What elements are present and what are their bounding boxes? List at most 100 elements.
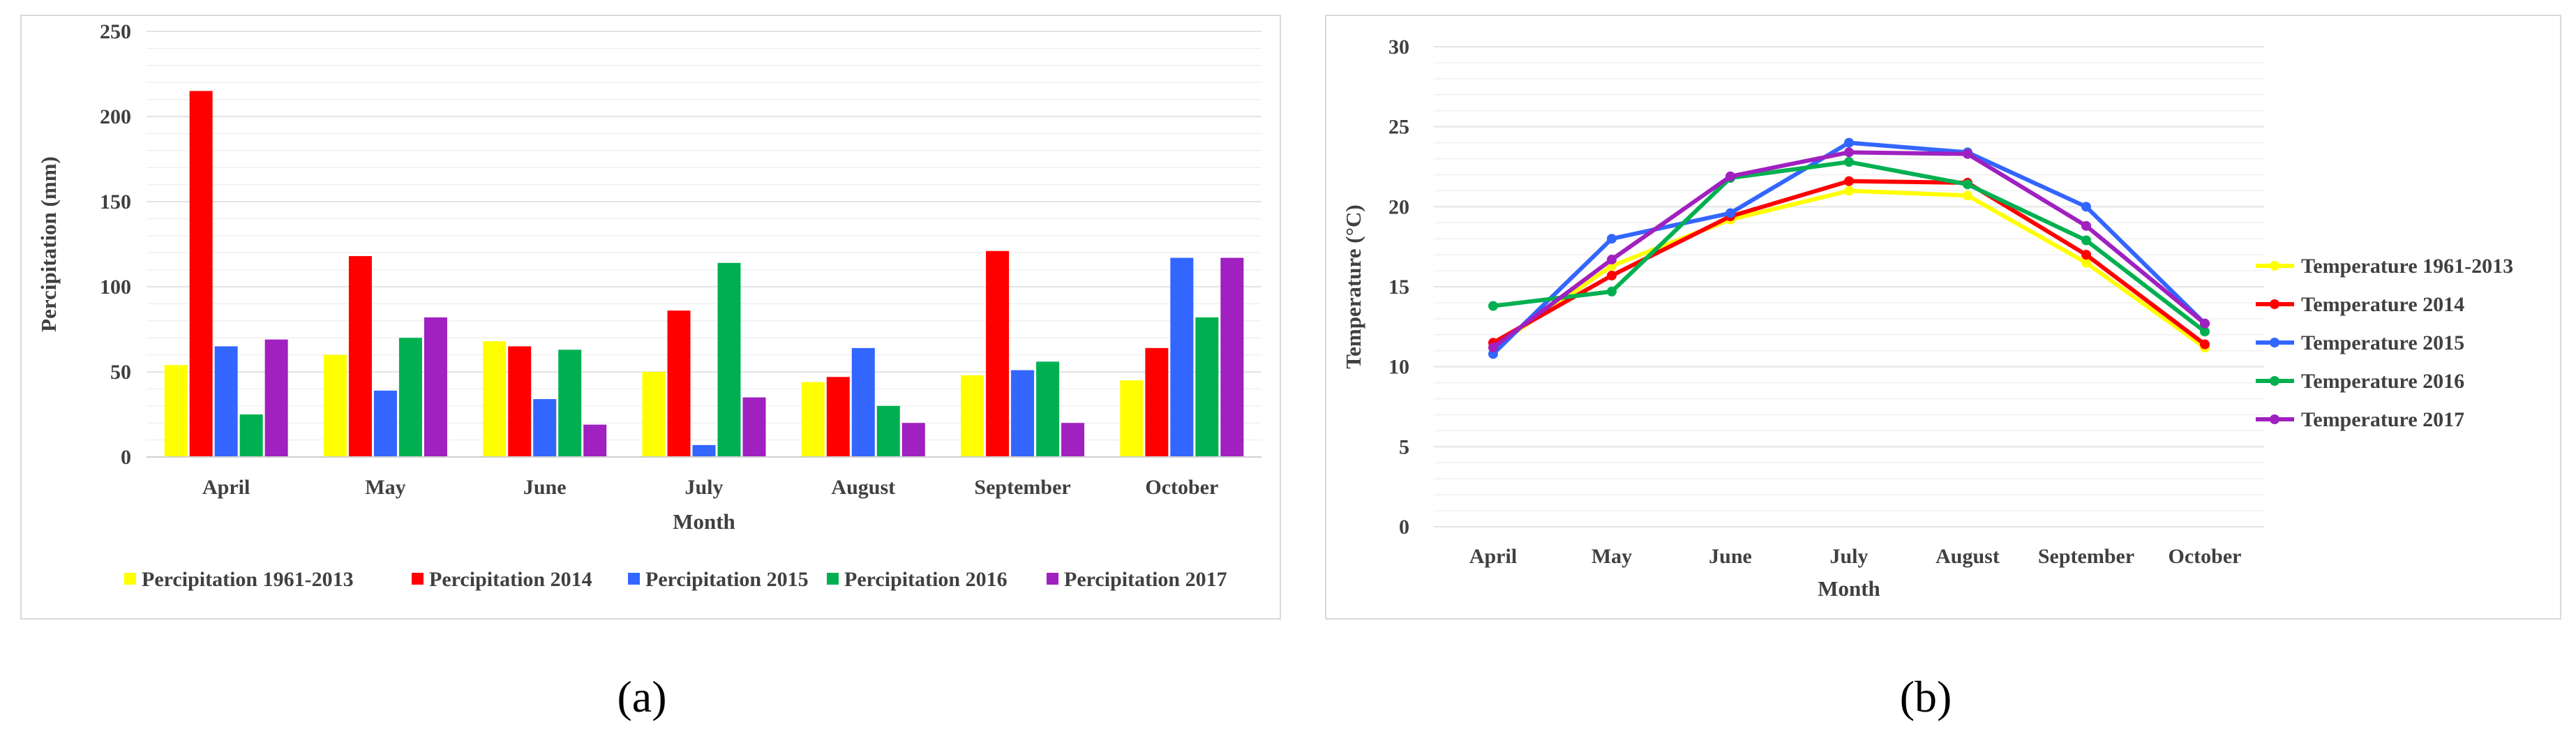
legend-entry: Percipitation 2017 bbox=[1064, 568, 1227, 591]
y-tick-label: 30 bbox=[1388, 36, 1409, 59]
x-tick-label: April bbox=[202, 476, 250, 499]
bar bbox=[876, 405, 900, 457]
data-point bbox=[2081, 257, 2091, 268]
x-tick-label: May bbox=[1592, 545, 1632, 568]
bar bbox=[348, 256, 372, 457]
bar bbox=[1120, 380, 1144, 457]
y-tick-label: 200 bbox=[100, 105, 131, 128]
y-axis-label: Percipitation (mm) bbox=[36, 156, 61, 332]
legend-entry: Temperature 2016 bbox=[2301, 370, 2464, 393]
data-point bbox=[2081, 202, 2091, 212]
legend-marker bbox=[2270, 261, 2279, 271]
legend-marker bbox=[2270, 299, 2279, 309]
bar bbox=[1170, 257, 1194, 457]
bar bbox=[1011, 370, 1035, 457]
bar bbox=[483, 341, 507, 457]
data-point bbox=[1607, 234, 1617, 244]
data-point bbox=[1963, 179, 1972, 190]
data-point bbox=[1607, 255, 1617, 265]
bar bbox=[826, 377, 850, 457]
x-axis-label: Month bbox=[1818, 576, 1880, 601]
bar bbox=[667, 310, 691, 457]
bar bbox=[1145, 347, 1169, 457]
legend-entry: Percipitation 2014 bbox=[429, 568, 592, 591]
legend-entry: Temperature 2014 bbox=[2301, 293, 2464, 316]
x-tick-label: September bbox=[2038, 545, 2134, 568]
data-point bbox=[2200, 339, 2210, 350]
data-point bbox=[1488, 343, 1498, 353]
bar bbox=[264, 339, 288, 457]
panel-b-label: (b) bbox=[1900, 672, 1952, 721]
bar bbox=[1061, 423, 1085, 457]
bar bbox=[901, 423, 925, 457]
data-point bbox=[1844, 147, 1854, 158]
bar bbox=[642, 372, 666, 457]
bar bbox=[398, 338, 422, 457]
data-point bbox=[2081, 250, 2091, 260]
bar bbox=[1220, 257, 1244, 457]
data-point bbox=[2081, 220, 2091, 231]
x-tick-label: June bbox=[523, 476, 567, 499]
y-tick-label: 10 bbox=[1388, 356, 1409, 379]
legend-swatch bbox=[1047, 573, 1058, 585]
bar bbox=[373, 390, 397, 457]
panel-a-label: (a) bbox=[617, 672, 666, 721]
y-tick-label: 20 bbox=[1388, 195, 1409, 218]
panel-a-chart: 0 50 100 150 200 250 Percipitation (mm) April Ma… bbox=[36, 20, 1261, 591]
y-tick-label: 100 bbox=[100, 276, 131, 299]
legend-swatch bbox=[827, 573, 839, 585]
legend-entry: Percipitation 2016 bbox=[844, 568, 1008, 591]
legend-marker bbox=[2270, 376, 2279, 386]
x-axis-label: Month bbox=[673, 509, 735, 534]
legend-entry: Percipitation 1961-2013 bbox=[142, 568, 354, 591]
panel-b-frame bbox=[1325, 15, 2561, 620]
bar bbox=[961, 375, 984, 457]
y-tick-label: 25 bbox=[1388, 116, 1409, 139]
legend-marker bbox=[2270, 338, 2279, 347]
x-tick-label: August bbox=[831, 476, 895, 499]
bar bbox=[424, 317, 447, 457]
data-point bbox=[1488, 301, 1498, 311]
x-tick-label: August bbox=[1935, 545, 2000, 568]
bar bbox=[189, 91, 213, 457]
legend-swatch bbox=[412, 573, 424, 585]
bar bbox=[583, 424, 607, 457]
data-point bbox=[1607, 270, 1617, 280]
bar bbox=[1195, 317, 1219, 457]
bar bbox=[558, 350, 582, 457]
x-tick-label: May bbox=[365, 476, 405, 499]
data-point bbox=[2200, 327, 2210, 337]
y-tick-label: 5 bbox=[1399, 435, 1409, 458]
bar bbox=[692, 444, 716, 457]
x-tick-label: April bbox=[1469, 545, 1517, 568]
bar bbox=[717, 262, 741, 457]
x-tick-label: June bbox=[1709, 545, 1752, 568]
y-tick-label: 0 bbox=[121, 446, 131, 469]
y-axis-label: Temperature (°C) bbox=[1341, 204, 1365, 368]
data-point bbox=[2200, 318, 2210, 329]
bar bbox=[508, 346, 532, 457]
bar bbox=[1036, 361, 1060, 457]
data-point bbox=[1844, 186, 1854, 196]
bar bbox=[851, 347, 875, 457]
x-tick-label: July bbox=[1829, 545, 1868, 568]
x-tick-label: October bbox=[2169, 545, 2242, 568]
legend-entry: Temperature 2017 bbox=[2301, 408, 2464, 431]
legend-entry: Percipitation 2015 bbox=[645, 568, 809, 591]
x-tick-label: September bbox=[974, 476, 1070, 499]
bar bbox=[323, 354, 347, 457]
y-tick-label: 0 bbox=[1399, 516, 1409, 539]
y-tick-label: 50 bbox=[110, 361, 131, 384]
x-tick-label: October bbox=[1145, 476, 1218, 499]
data-point bbox=[2081, 235, 2091, 246]
y-tick-label: 250 bbox=[100, 20, 131, 43]
bar bbox=[801, 382, 825, 457]
legend-swatch bbox=[628, 573, 640, 585]
bar bbox=[239, 414, 263, 457]
bar bbox=[164, 365, 188, 457]
x-tick-label: July bbox=[684, 476, 723, 499]
y-tick-label: 150 bbox=[100, 190, 131, 213]
bar bbox=[214, 346, 238, 457]
legend-entry: Temperature 1961-2013 bbox=[2301, 255, 2513, 278]
y-tick-label: 15 bbox=[1388, 276, 1409, 299]
